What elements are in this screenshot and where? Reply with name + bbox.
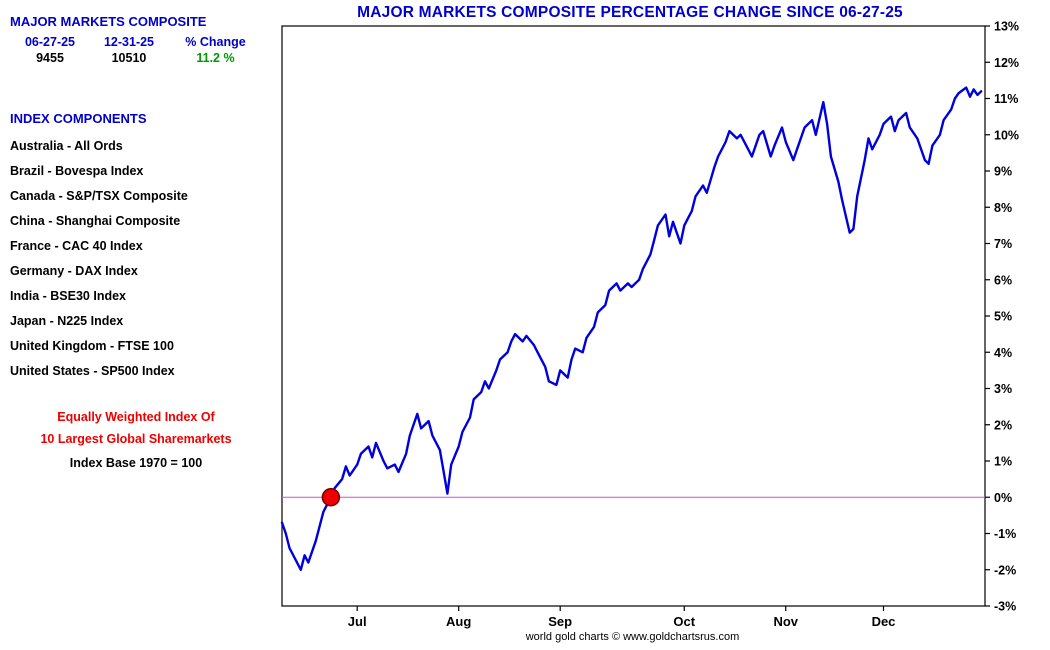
svg-text:11%: 11% (994, 92, 1018, 106)
index-notes: Equally Weighted Index Of 10 Largest Glo… (10, 406, 262, 470)
component-item: United Kingdom - FTSE 100 (10, 339, 174, 353)
component-item: Canada - S&P/TSX Composite (10, 189, 188, 203)
svg-text:Dec: Dec (872, 614, 896, 629)
svg-text:3%: 3% (994, 382, 1012, 396)
start-marker-dot (321, 488, 341, 507)
svg-text:-2%: -2% (994, 563, 1016, 577)
components-heading: INDEX COMPONENTS (10, 111, 147, 126)
component-item: Australia - All Ords (10, 139, 123, 153)
svg-text:6%: 6% (994, 273, 1012, 287)
sidebar: MAJOR MARKETS COMPOSITE 06-27-25 12-31-2… (10, 14, 272, 470)
summary-change-value: 11.2 % (196, 51, 235, 65)
chart-title: MAJOR MARKETS COMPOSITE PERCENTAGE CHANG… (357, 4, 903, 21)
summary-end-date: 12-31-25 (103, 35, 155, 49)
svg-text:2%: 2% (994, 418, 1012, 432)
note-line-1: Equally Weighted Index Of (57, 410, 215, 424)
component-item: United States - SP500 Index (10, 364, 175, 378)
components-list: Australia - All Ords Brazil - Bovespa In… (10, 134, 272, 384)
summary-change-header: % Change (185, 35, 246, 49)
svg-text:-1%: -1% (994, 527, 1016, 541)
svg-text:7%: 7% (994, 237, 1012, 251)
component-item: Japan - N225 Index (10, 314, 124, 328)
svg-text:12%: 12% (994, 56, 1019, 70)
component-item: China - Shanghai Composite (10, 214, 181, 228)
svg-text:9%: 9% (994, 165, 1012, 179)
svg-text:10%: 10% (994, 128, 1019, 142)
summary-value-row: 9455 10510 11.2 % (10, 51, 272, 65)
svg-text:-3%: -3% (994, 600, 1016, 614)
svg-text:1%: 1% (994, 455, 1012, 469)
svg-text:13%: 13% (994, 20, 1019, 34)
summary-heading: MAJOR MARKETS COMPOSITE (10, 14, 207, 29)
component-item: France - CAC 40 Index (10, 239, 143, 253)
summary-date-row: 06-27-25 12-31-25 % Change (10, 35, 272, 49)
chart-credit: world gold charts © www.goldchartsrus.co… (525, 631, 740, 643)
svg-text:Oct: Oct (673, 614, 695, 629)
chart-area: -3% -2% -1% 0% 1% 2% 3% 4% 5% 6% 7% 8% 9% 10% 11% 12% 13… (278, 18, 1044, 632)
plot-border (281, 25, 986, 607)
svg-text:0%: 0% (994, 491, 1012, 505)
svg-text:8%: 8% (994, 201, 1012, 215)
svg-text:Nov: Nov (773, 614, 798, 629)
summary-end-value: 10510 (111, 51, 147, 65)
component-item: India - BSE30 Index (10, 289, 127, 303)
svg-text:5%: 5% (994, 310, 1012, 324)
component-item: Brazil - Bovespa Index (10, 164, 144, 178)
chart-svg: -3% -2% -1% 0% 1% 2% 3% 4% 5% 6% 7% 8% 9% 10% 11% 12% 13… (280, 20, 1019, 629)
summary-start-value: 9455 (36, 51, 64, 65)
index-base-note: Index Base 1970 = 100 (69, 456, 203, 470)
svg-text:Sep: Sep (548, 614, 572, 629)
note-line-2: 10 Largest Global Sharemarkets (40, 432, 232, 446)
summary-start-date: 06-27-25 (24, 35, 76, 49)
composite-line (280, 86, 983, 571)
svg-text:Aug: Aug (446, 614, 471, 629)
svg-text:Jul: Jul (348, 614, 367, 629)
svg-text:4%: 4% (994, 346, 1012, 360)
component-item: Germany - DAX Index (10, 264, 138, 278)
